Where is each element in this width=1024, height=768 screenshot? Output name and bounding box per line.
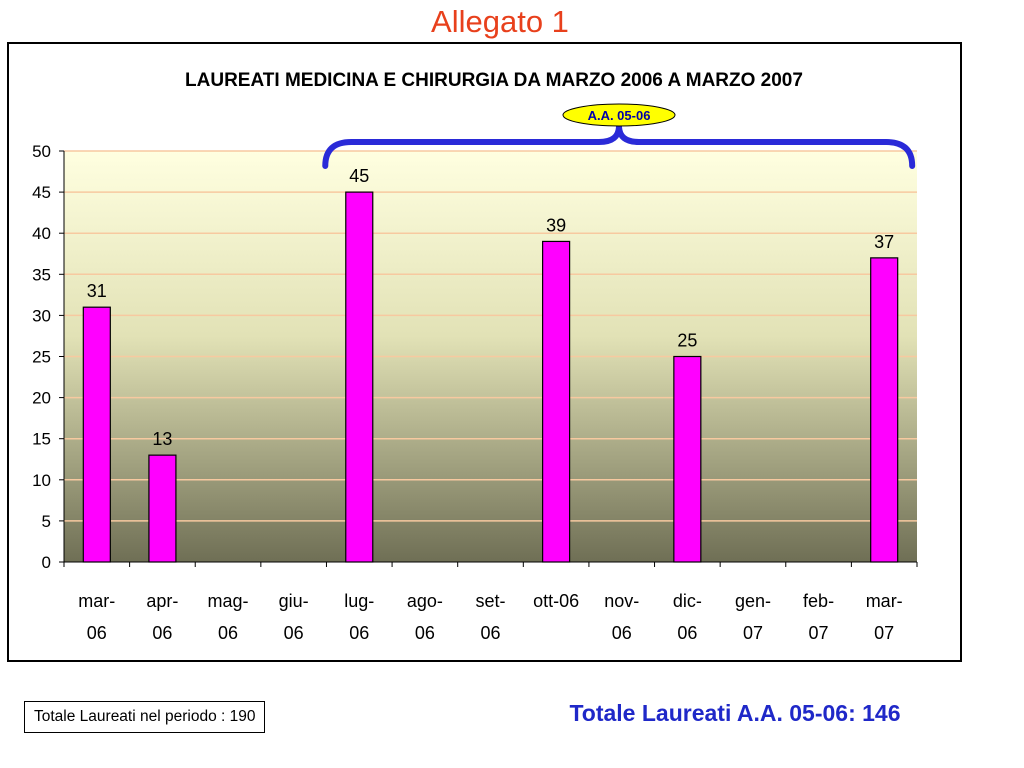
y-tick-label: 45 xyxy=(32,183,51,202)
x-tick-label: giu-06 xyxy=(279,591,309,643)
bar xyxy=(345,191,374,563)
gridlines xyxy=(64,150,917,522)
y-tick-label: 25 xyxy=(32,348,51,367)
x-tick-label: ott-06 xyxy=(533,591,579,611)
x-tick-label: feb-07 xyxy=(803,591,834,643)
total-academic-year: Totale Laureati A.A. 05-06: 146 xyxy=(569,700,901,726)
bar xyxy=(870,257,899,563)
y-tick-label: 40 xyxy=(32,224,51,243)
x-tick-label: apr-06 xyxy=(146,591,178,643)
x-tick-label: set-06 xyxy=(475,591,505,643)
y-tick-label: 30 xyxy=(32,306,51,325)
data-label: 37 xyxy=(874,232,894,252)
y-tick-label: 20 xyxy=(32,389,51,408)
y-tick-label: 10 xyxy=(32,471,51,490)
academic-year-badge xyxy=(562,103,676,127)
x-tick-label: mar-07 xyxy=(866,591,903,643)
academic-year-badge-label: A.A. 05-06 xyxy=(588,108,651,123)
bar xyxy=(673,355,702,563)
x-tick-label: mar-06 xyxy=(78,591,115,643)
x-tick-label: gen-07 xyxy=(735,591,771,643)
data-label: 45 xyxy=(349,166,369,186)
x-tick-label: dic-06 xyxy=(673,591,702,643)
total-period-box: Totale Laureati nel periodo : 190 xyxy=(24,701,266,733)
y-tick-label: 35 xyxy=(32,265,51,284)
x-tick-label: mag-06 xyxy=(208,591,249,643)
y-tick-label: 5 xyxy=(42,512,51,531)
x-tick-label: lug-06 xyxy=(344,591,374,643)
data-label: 31 xyxy=(87,281,107,301)
y-tick-label: 15 xyxy=(32,430,51,449)
bars: 31 13 45 39 25 37 xyxy=(82,166,899,563)
data-label: 13 xyxy=(152,429,172,449)
bar xyxy=(82,306,111,563)
x-tick-label: nov-06 xyxy=(604,591,639,643)
data-label: 25 xyxy=(677,331,697,351)
bar-chart: 31 13 45 39 25 37 0 5 10 15 20 25 30 35 40 45 50 mar-06 a… xyxy=(32,70,918,643)
chart-title: LAUREATI MEDICINA E CHIRURGIA DA MARZO 2… xyxy=(185,70,803,91)
bar xyxy=(542,240,571,563)
chart-frame: 31 13 45 39 25 37 0 5 10 15 20 25 30 35 40 45 50 mar-06 a… xyxy=(7,42,962,662)
axes: 0 5 10 15 20 25 30 35 40 45 50 mar-06 apr-06 mag-06 gi… xyxy=(32,142,918,643)
slide-title: Allegato 1 xyxy=(431,4,569,39)
bar xyxy=(148,454,177,563)
y-tick-label: 50 xyxy=(32,142,51,161)
data-label: 39 xyxy=(546,215,566,235)
y-tick-label: 0 xyxy=(42,553,51,572)
x-tick-label: ago-06 xyxy=(407,591,443,643)
